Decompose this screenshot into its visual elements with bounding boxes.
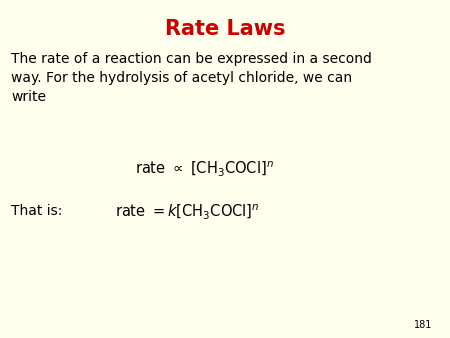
Text: That is:: That is: xyxy=(11,204,63,218)
Text: 181: 181 xyxy=(414,319,432,330)
Text: Rate Laws: Rate Laws xyxy=(165,19,285,39)
Text: rate $\propto$ [CH$_3$COCl]$^n$: rate $\propto$ [CH$_3$COCl]$^n$ xyxy=(135,160,274,178)
Text: rate $=k$[CH$_3$COCl]$^n$: rate $=k$[CH$_3$COCl]$^n$ xyxy=(115,202,259,221)
Text: The rate of a reaction can be expressed in a second
way. For the hydrolysis of a: The rate of a reaction can be expressed … xyxy=(11,52,372,104)
